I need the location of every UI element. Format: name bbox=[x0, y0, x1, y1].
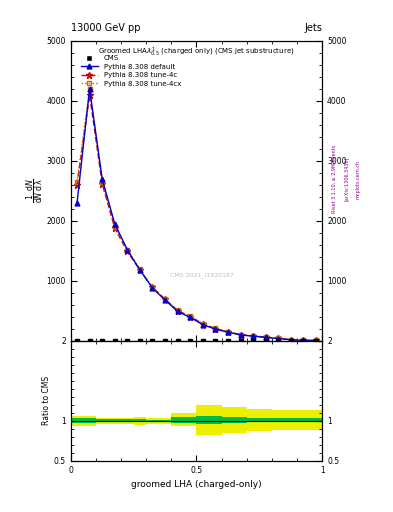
Text: Rivet 3.1.10, ≥ 2.9M events: Rivet 3.1.10, ≥ 2.9M events bbox=[332, 145, 337, 214]
Y-axis label: Ratio to CMS: Ratio to CMS bbox=[42, 376, 51, 425]
X-axis label: groomed LHA (charged-only): groomed LHA (charged-only) bbox=[131, 480, 262, 489]
Text: [arXiv:1306.3436]: [arXiv:1306.3436] bbox=[344, 157, 349, 201]
Text: Groomed LHA$\lambda^{1}_{0.5}$ (charged only) (CMS jet substructure): Groomed LHA$\lambda^{1}_{0.5}$ (charged … bbox=[98, 46, 295, 59]
Text: mcplots.cern.ch: mcplots.cern.ch bbox=[356, 160, 361, 199]
Text: 13000 GeV pp: 13000 GeV pp bbox=[71, 23, 140, 33]
Text: $\frac{1}{\mathrm{d}N}\frac{\mathrm{d}N}{\mathrm{d}\,\mathrm{\lambda}}$: $\frac{1}{\mathrm{d}N}\frac{\mathrm{d}N}… bbox=[25, 178, 46, 203]
Text: CMS 2021_I1920187: CMS 2021_I1920187 bbox=[170, 272, 233, 278]
Legend: CMS, Pythia 8.308 default, Pythia 8.308 tune-4c, Pythia 8.308 tune-4cx: CMS, Pythia 8.308 default, Pythia 8.308 … bbox=[79, 53, 182, 89]
Text: Jets: Jets bbox=[305, 23, 322, 33]
